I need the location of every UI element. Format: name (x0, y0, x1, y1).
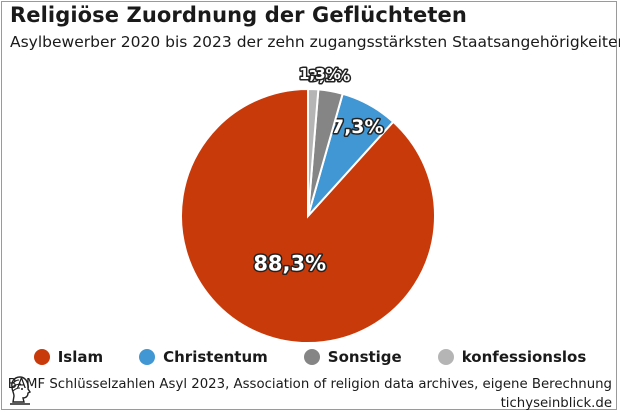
legend-dot-sonstige (303, 349, 320, 365)
legend-dot-konfessionslos (437, 349, 454, 365)
legend-item-islam: Islam (33, 348, 104, 366)
legend-dot-islam (33, 349, 50, 365)
legend-item-sonstige: Sonstige (303, 348, 402, 366)
pie-label-christentum: 7,3% (331, 116, 384, 138)
laurel-head-logo-icon (10, 376, 32, 405)
pie-label-konfessionslos: 1,3% (299, 65, 341, 83)
chart-subtitle: Asylbewerber 2020 bis 2023 der zehn zuga… (10, 33, 620, 51)
legend-label-konfessionslos: konfessionslos (461, 348, 587, 366)
legend-item-konfessionslos: konfessionslos (437, 348, 587, 366)
legend-label-christentum: Christentum (163, 348, 268, 366)
legend-dot-christentum (139, 349, 156, 365)
legend-label-islam: Islam (57, 348, 104, 366)
legend: Islam Christentum Sonstige konfessionslo… (0, 348, 620, 366)
site-name: tichyseinblick.de (500, 396, 612, 411)
legend-label-sonstige: Sonstige (327, 348, 402, 366)
pie-label-islam: 88,3% (253, 251, 326, 275)
legend-item-christentum: Christentum (139, 348, 268, 366)
pie-label-sonstige: 3,1% (309, 67, 351, 85)
pie-slice-konfessionslos (307, 87, 320, 217)
chart-title: Religiöse Zuordnung der Geflüchteten (10, 3, 467, 27)
source-text: BAMF Schlüsselzahlen Asyl 2023, Associat… (7, 377, 612, 392)
source-note: BAMF Schlüsselzahlen Asyl 2023, Associat… (8, 375, 612, 413)
